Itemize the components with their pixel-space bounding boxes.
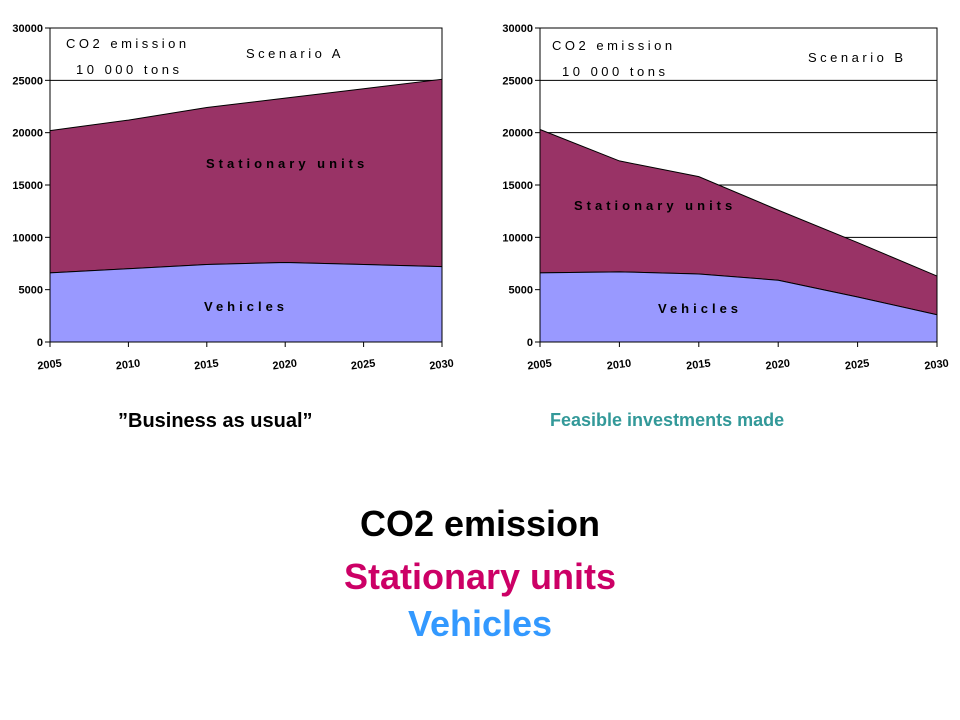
legend-stationary-units: Stationary units xyxy=(343,556,617,597)
x-tick-label: 2010 xyxy=(606,358,632,373)
x-tick-label: 2005 xyxy=(527,358,553,373)
y-tick-label: 25000 xyxy=(12,75,43,87)
y-tick-label: 30000 xyxy=(502,23,533,35)
y-tick-label: 20000 xyxy=(502,128,533,140)
y-tick-label: 0 xyxy=(37,337,43,349)
x-tick-label: 2025 xyxy=(350,358,376,373)
y-tick-label: 20000 xyxy=(12,128,43,140)
label-vehicles: Vehicles xyxy=(204,299,288,314)
caption-business-as-usual: ”Business as usual” xyxy=(118,410,313,432)
x-tick-label: 2020 xyxy=(765,358,791,373)
legend-vehicles: Vehicles xyxy=(407,603,553,644)
x-tick-label: 2005 xyxy=(37,358,63,373)
x-tick-label: 2020 xyxy=(272,358,298,373)
chart-title-line1: CO2 emission xyxy=(66,36,190,51)
x-tick-label: 2030 xyxy=(429,358,455,373)
x-tick-label: 2010 xyxy=(115,358,141,373)
y-tick-label: 25000 xyxy=(502,75,533,87)
label-vehicles: Vehicles xyxy=(658,301,742,316)
y-tick-label: 15000 xyxy=(12,180,43,192)
chart-title-line2: 10 000 tons xyxy=(76,62,182,77)
label-stationary-units: Stationary units xyxy=(206,156,368,171)
chart-title-line2: 10 000 tons xyxy=(562,64,668,79)
caption-feasible-investments: Feasible investments made xyxy=(550,410,785,430)
scenario-label: Scenario B xyxy=(808,50,907,65)
legend-title: CO2 emission xyxy=(359,503,601,544)
y-tick-label: 0 xyxy=(527,337,533,349)
y-tick-label: 15000 xyxy=(502,180,533,192)
scenario-label: Scenario A xyxy=(246,46,344,61)
y-tick-label: 5000 xyxy=(509,285,533,297)
chart-title-line1: CO2 emission xyxy=(552,38,676,53)
x-tick-label: 2025 xyxy=(844,358,870,373)
y-tick-label: 10000 xyxy=(12,232,43,244)
y-tick-label: 30000 xyxy=(12,23,43,35)
chart-b: 0 5000 10000 15000 20000 25000 30000 2005 2010 20… xyxy=(502,23,949,372)
label-stationary-units: Stationary units xyxy=(574,198,736,213)
x-tick-label: 2015 xyxy=(194,358,220,373)
y-tick-label: 5000 xyxy=(19,285,43,297)
chart-a: 0 5000 10000 15000 20000 25000 30000 2005 2010 20… xyxy=(12,23,454,372)
x-tick-label: 2015 xyxy=(686,358,712,373)
y-tick-label: 10000 xyxy=(502,232,533,244)
x-tick-label: 2030 xyxy=(924,358,950,373)
